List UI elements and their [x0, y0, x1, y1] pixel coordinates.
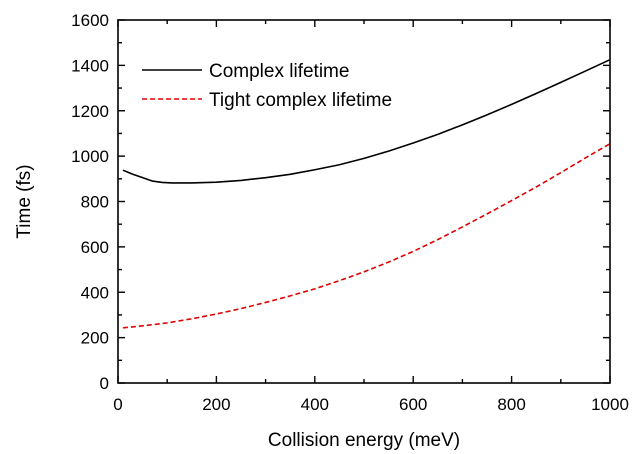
y-tick-label: 600 [81, 238, 109, 257]
y-tick-label: 1000 [71, 147, 109, 166]
x-tick-label: 1000 [591, 395, 629, 414]
y-tick-label: 1400 [71, 56, 109, 75]
legend: Complex lifetime Tight complex lifetime [142, 61, 392, 111]
legend-label-0: Complex lifetime [209, 61, 349, 82]
x-tick-label: 0 [113, 395, 122, 414]
x-tick-label: 200 [202, 395, 230, 414]
y-tick-label: 1600 [71, 11, 109, 30]
x-axis-title: Collision energy (meV) [268, 430, 460, 451]
x-tick-label: 600 [399, 395, 427, 414]
x-tick-label: 400 [301, 395, 329, 414]
plot-frame [117, 19, 611, 384]
y-tick-label: 1200 [71, 102, 109, 121]
legend-label-1: Tight complex lifetime [209, 90, 392, 111]
y-tick-label: 400 [81, 283, 109, 302]
y-tick-label: 200 [81, 329, 109, 348]
series-line-0 [122, 58, 611, 184]
y-tick-label: 0 [100, 374, 109, 393]
series-line-1 [122, 142, 611, 329]
y-tick-label: 800 [81, 193, 109, 212]
x-tick-label: 800 [497, 395, 525, 414]
y-axis-title: Time (fs) [14, 164, 35, 238]
